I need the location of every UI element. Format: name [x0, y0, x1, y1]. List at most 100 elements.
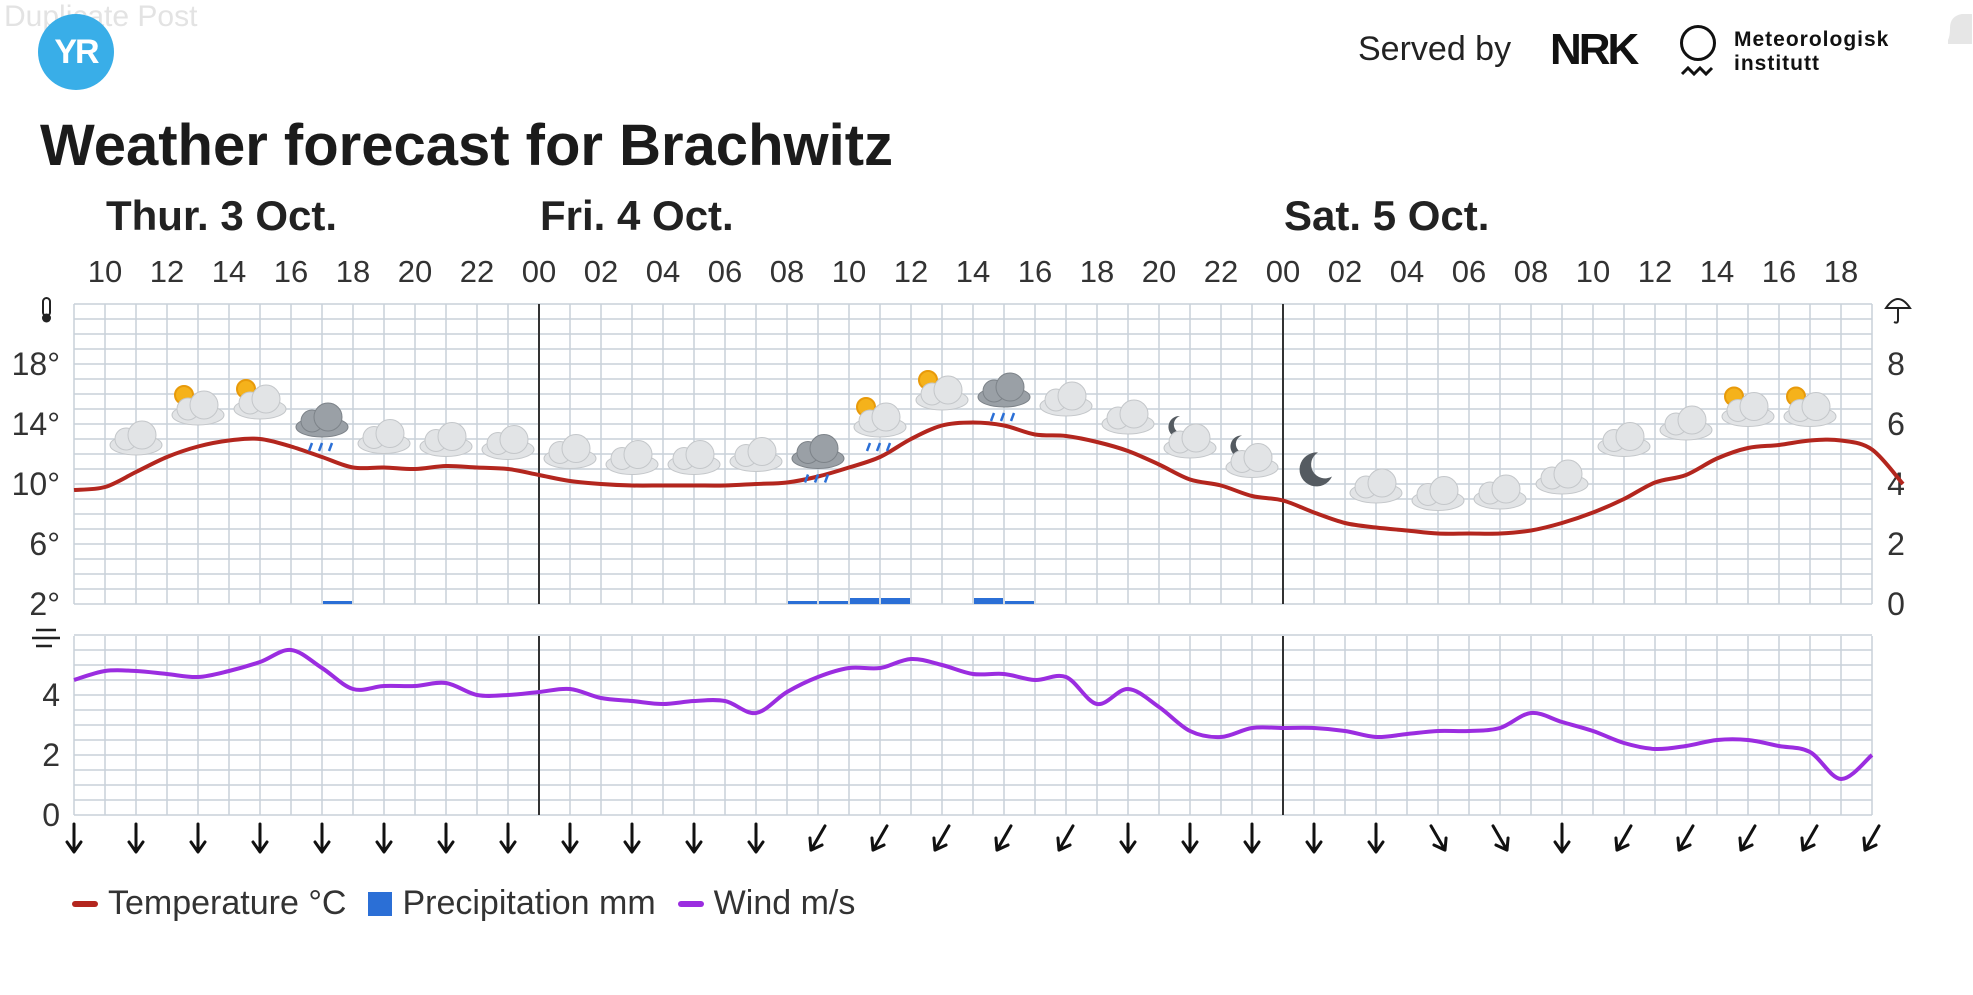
wind-direction-arrow-icon	[1614, 824, 1633, 852]
temp-axis-label: 10°	[12, 466, 60, 502]
hour-tick-label: 14	[1700, 254, 1734, 289]
nrk-logo[interactable]: NRK	[1550, 25, 1639, 74]
thermometer-bulb-icon	[42, 313, 51, 323]
raindrop-icon	[317, 442, 324, 452]
hour-tick-label: 00	[1266, 254, 1300, 289]
raindrop-icon	[885, 442, 892, 452]
precip-bar	[788, 601, 817, 604]
wind-direction-arrow-icon	[499, 822, 517, 854]
precip-bar	[1005, 601, 1034, 604]
forecast-chart: Thur. 3 Oct. Fri. 4 Oct. Sat. 5 Oct. 10 12 14…	[12, 192, 1912, 854]
temp-axis-label: 2°	[29, 586, 60, 622]
temp-axis-label: 6°	[29, 526, 60, 562]
hour-tick-label: 10	[1576, 254, 1610, 289]
cloud-icon	[1535, 459, 1589, 495]
wind-direction-arrow-icon	[1119, 822, 1137, 854]
legend-item-wind[interactable]: Wind m/s	[677, 884, 856, 923]
legend-label-precipitation: Precipitation mm	[402, 884, 656, 922]
hour-tick-label: 20	[1142, 254, 1176, 289]
day-label: Sat. 5 Oct.	[1284, 192, 1489, 239]
notification-bell-icon[interactable]	[1944, 10, 1972, 50]
wind-axis-label: 0	[42, 797, 60, 833]
wind-direction-arrow-icon	[437, 822, 455, 854]
met-line-1: Meteorologisk	[1734, 28, 1890, 51]
hour-tick-label: 04	[1390, 254, 1424, 289]
wind-direction-arrow-icon	[1429, 824, 1448, 852]
cloud-icon	[357, 419, 411, 454]
legend-swatch-temperature	[72, 900, 98, 907]
raindrop-icon	[327, 442, 334, 452]
cloud-icon	[233, 384, 287, 420]
cloud-icon	[1659, 405, 1713, 441]
wind-direction-arrow-icon	[375, 822, 393, 854]
cloud-icon	[1411, 476, 1465, 511]
hour-tick-label: 18	[1080, 254, 1114, 289]
wind-direction-arrow-icon	[808, 824, 827, 852]
raindrop-icon	[865, 442, 872, 452]
thermometer-icon	[42, 297, 51, 317]
legend-item-precipitation[interactable]: Precipitation mm	[368, 884, 656, 923]
page-title: Weather forecast for Brachwitz	[40, 113, 894, 178]
wind-direction-arrow-icon	[189, 822, 207, 854]
wind-direction-arrow-icon	[251, 822, 269, 854]
cloud-icon	[481, 425, 535, 460]
cloud-icon	[1721, 392, 1775, 427]
hour-tick-label: 20	[398, 254, 432, 289]
legend-label-wind: Wind m/s	[713, 884, 856, 922]
wind-series-line	[73, 647, 1874, 781]
precip-axis-label: 4	[1887, 466, 1905, 502]
wind-direction-arrow-icon	[127, 822, 145, 854]
cloud-icon	[1597, 422, 1651, 457]
wind-icon	[32, 628, 60, 648]
hour-tick-label: 06	[708, 254, 742, 289]
cloud-icon	[1349, 468, 1403, 504]
wind-direction-arrow-icon	[65, 822, 83, 854]
hour-tick-label: 10	[88, 254, 122, 289]
day-label: Fri. 4 Oct.	[540, 192, 734, 239]
cloud-icon	[109, 420, 163, 456]
hour-tick-label: 16	[274, 254, 308, 289]
rain-cloud-icon	[295, 402, 349, 438]
wind-direction-arrow-icon	[1181, 822, 1199, 854]
wind-direction-arrow-icon	[870, 824, 889, 852]
rain-cloud-icon	[791, 434, 845, 469]
precip-axis-label: 6	[1887, 406, 1905, 442]
wind-direction-arrow-icon	[1367, 822, 1385, 854]
moon-icon	[1299, 452, 1332, 487]
hour-tick-label: 12	[150, 254, 184, 289]
yr-logo[interactable]: YR	[38, 14, 114, 90]
temp-axis-label: 14°	[12, 406, 60, 442]
rain-cloud-icon	[977, 372, 1031, 408]
met-institute-logo[interactable]: Meteorologisk institutt	[1734, 28, 1889, 76]
met-line-2: institutt	[1734, 52, 1820, 75]
wind-direction-arrow-icon	[1305, 822, 1323, 854]
raindrop-icon	[813, 474, 820, 483]
wind-axis-label: 2	[42, 737, 60, 773]
hour-tick-label: 14	[956, 254, 990, 289]
cloud-icon	[1163, 423, 1217, 459]
wind-direction-arrow-icon	[313, 822, 331, 854]
raindrop-icon	[823, 474, 830, 483]
cloud-icon	[667, 440, 721, 475]
hour-tick-label: 12	[1638, 254, 1672, 289]
hour-tick-label: 08	[1514, 254, 1548, 289]
temperature-series-line	[73, 420, 1905, 536]
precip-axis-label: 8	[1887, 346, 1905, 382]
raindrop-icon	[1009, 412, 1016, 422]
hour-tick-label: 18	[336, 254, 370, 289]
hour-tick-label: 10	[832, 254, 866, 289]
wind-direction-arrow-icon	[623, 822, 641, 854]
cloud-icon	[1225, 443, 1279, 478]
hour-tick-label: 16	[1018, 254, 1052, 289]
precip-axis-label: 0	[1887, 586, 1905, 622]
hour-tick-label: 22	[460, 254, 494, 289]
raindrop-icon	[803, 474, 810, 483]
day-label: Thur. 3 Oct.	[106, 192, 337, 239]
legend-swatch-precipitation	[368, 891, 393, 916]
legend-swatch-wind	[677, 900, 704, 907]
legend-item-temperature[interactable]: Temperature °C	[72, 884, 346, 923]
cloud-icon	[1101, 399, 1155, 435]
cloud-icon	[543, 434, 597, 469]
cloud-icon	[729, 437, 783, 472]
wind-direction-arrow-icon	[561, 822, 579, 854]
